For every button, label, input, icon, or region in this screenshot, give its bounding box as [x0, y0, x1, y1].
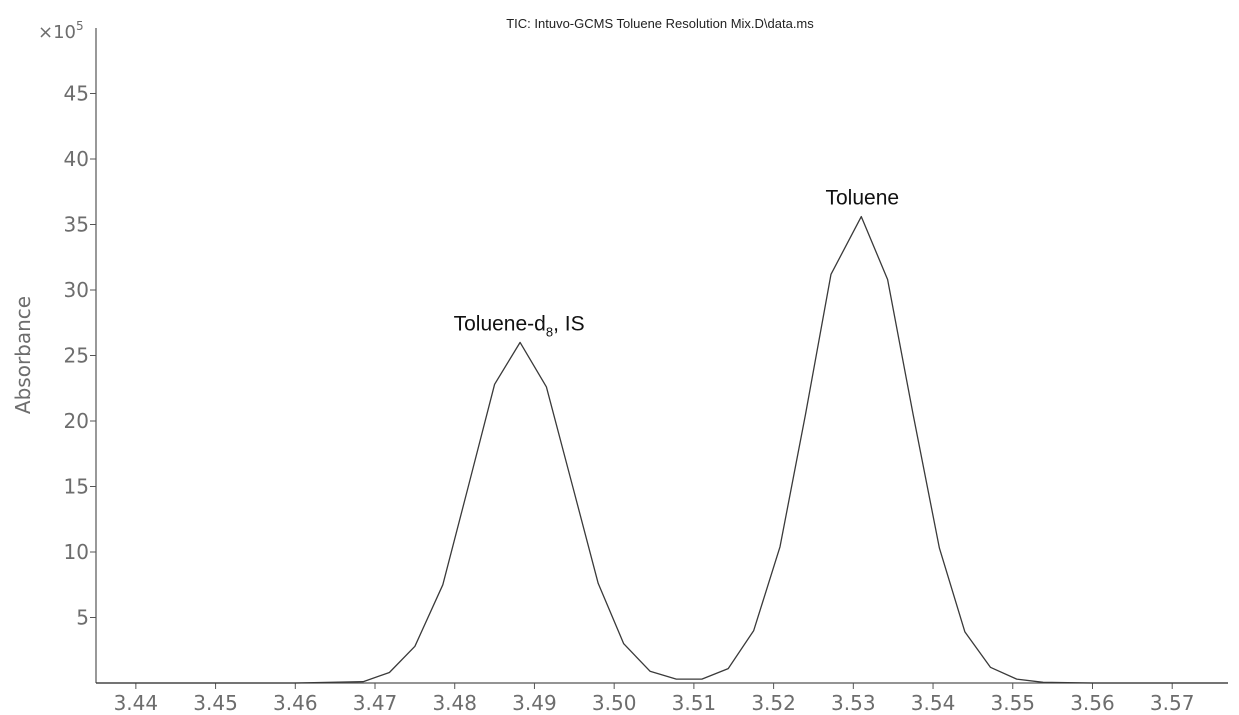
x-tick-label: 3.54	[911, 691, 956, 715]
x-tick-label: 3.44	[114, 691, 159, 715]
annotation-toluene: Toluene	[826, 187, 900, 210]
x-tick-label: 3.52	[751, 691, 796, 715]
chart-title: TIC: Intuvo-GCMS Toluene Resolution Mix.…	[506, 16, 814, 31]
x-tick-label: 3.55	[990, 691, 1035, 715]
y-tick-label: 45	[64, 82, 89, 106]
x-tick-label: 3.48	[432, 691, 477, 715]
peak-annotations: Toluene-d8, IS Toluene	[454, 187, 899, 340]
y-multiplier-exponent: 5	[76, 19, 84, 33]
x-tick-label: 3.49	[512, 691, 557, 715]
annotation-toluene-d8-text: Toluene-d	[454, 312, 546, 335]
x-tick-label: 3.53	[831, 691, 876, 715]
y-multiplier-base: ×10	[38, 22, 76, 43]
y-tick-label: 5	[76, 606, 89, 630]
y-multiplier: ×105	[38, 19, 84, 43]
y-tick-label: 10	[64, 540, 89, 564]
annotation-toluene-d8-suffix: , IS	[553, 312, 585, 335]
y-axis-label: Absorbance	[11, 296, 35, 414]
x-tick-label: 3.56	[1070, 691, 1115, 715]
x-tick-label: 3.47	[353, 691, 398, 715]
y-tick-label: 25	[64, 344, 89, 368]
annotation-toluene-d8-subscript: 8	[546, 324, 553, 339]
y-ticks: 5 10 15 20 25 30 35 40 45	[64, 82, 96, 630]
x-ticks: 3.44 3.45 3.46 3.47 3.48 3.49 3.50 3.51 3.52 3.53…	[114, 683, 1195, 715]
series-line	[96, 215, 1228, 684]
y-tick-label: 35	[64, 213, 89, 237]
x-tick-label: 3.57	[1150, 691, 1195, 715]
y-tick-label: 15	[64, 475, 89, 499]
x-tick-label: 3.46	[273, 691, 318, 715]
x-tick-label: 3.50	[592, 691, 637, 715]
x-tick-label: 3.51	[672, 691, 717, 715]
y-tick-label: 20	[64, 409, 89, 433]
y-tick-label: 30	[64, 278, 89, 302]
y-tick-label: 40	[64, 147, 89, 171]
annotation-toluene-d8-is: Toluene-d8, IS	[454, 312, 585, 339]
x-tick-label: 3.45	[193, 691, 238, 715]
